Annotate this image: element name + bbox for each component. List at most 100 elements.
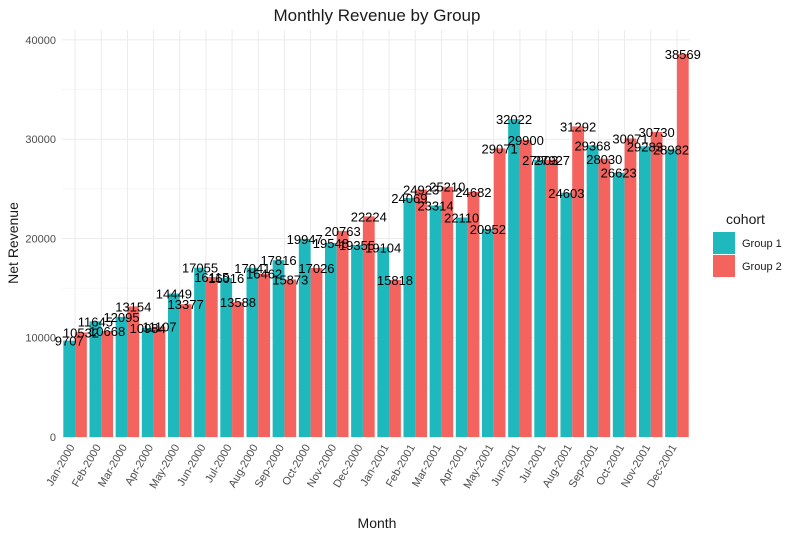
data-label: 10668 <box>89 324 125 339</box>
legend-key-group-2 <box>713 255 735 277</box>
bar-group-1-mar-2001 <box>429 205 442 437</box>
data-label: 16115 <box>194 270 229 285</box>
data-label: 17816 <box>260 253 296 268</box>
data-label: 19947 <box>287 232 323 247</box>
bar-group-1-feb-2000 <box>89 321 102 437</box>
bar-group-2-apr-2001 <box>467 191 480 437</box>
data-label: 29368 <box>574 138 610 153</box>
bar-group-1-jun-2001 <box>508 119 520 437</box>
data-label: 11645 <box>78 314 113 329</box>
bar-group-1-mar-2000 <box>115 316 128 437</box>
data-label: 29071 <box>482 141 518 156</box>
data-label: 24603 <box>548 186 584 201</box>
data-label: 20952 <box>470 222 506 237</box>
data-label-layer: 9707116451209510984144491705516016170411… <box>55 47 701 349</box>
data-label: 15818 <box>377 273 413 288</box>
bar-group-1-aug-2001 <box>560 192 573 437</box>
data-label: 10984 <box>130 321 166 336</box>
data-label: 22224 <box>351 209 387 224</box>
legend-label-group-2: Group 2 <box>742 261 782 273</box>
legend: cohort Group 1 Group 2 <box>713 211 782 277</box>
data-label: 13377 <box>168 297 204 312</box>
data-label: 14449 <box>156 287 192 302</box>
bar-group-2-sep-2000 <box>284 279 297 437</box>
bar-group-1-oct-2000 <box>298 238 311 437</box>
bar-group-2-oct-2001 <box>624 138 637 438</box>
bar-group-1-nov-2000 <box>324 242 337 437</box>
bar-group-2-jun-2001 <box>519 140 532 437</box>
y-tick-label: 40000 <box>25 35 56 47</box>
data-label: 16016 <box>208 271 244 286</box>
bar-group-1-aug-2000 <box>246 267 259 437</box>
bar-group-2-sep-2001 <box>598 158 611 437</box>
bar-group-2-apr-2000 <box>153 326 166 437</box>
bar-group-1-jun-2000 <box>194 267 206 437</box>
bar-group-2-aug-2000 <box>258 273 271 437</box>
bar-group-1-oct-2001 <box>612 172 625 437</box>
y-tick-label: 10000 <box>25 333 56 345</box>
data-label: 28030 <box>586 152 622 167</box>
bar-group-2-jan-2001 <box>389 279 401 437</box>
data-label: 17055 <box>182 261 218 276</box>
data-label: 31292 <box>560 119 596 134</box>
data-label: 19355 <box>339 238 375 253</box>
bar-group-1-apr-2001 <box>455 217 468 437</box>
data-label: 9707 <box>55 334 84 349</box>
bar-group-2-nov-2000 <box>336 230 349 437</box>
legend-key-group-1 <box>713 232 735 254</box>
bar-group-2-feb-2001 <box>415 189 428 437</box>
bar-group-2-nov-2001 <box>650 131 663 437</box>
bar-group-1-feb-2001 <box>403 198 416 437</box>
data-label: 13588 <box>220 295 256 310</box>
data-label: 29900 <box>508 133 544 148</box>
data-label: 15873 <box>272 272 308 287</box>
bar-group-2-may-2000 <box>179 304 192 437</box>
data-label: 10532 <box>63 325 99 340</box>
bar-group-1-nov-2001 <box>638 146 651 437</box>
legend-title: cohort <box>726 211 765 227</box>
bar-group-1-sep-2001 <box>586 145 599 437</box>
data-label: 24923 <box>403 183 439 198</box>
data-label: 20763 <box>325 224 361 239</box>
data-label: 24069 <box>391 191 427 206</box>
data-label: 11107 <box>142 320 176 335</box>
bar-group-2-aug-2001 <box>572 126 585 437</box>
bar-group-1-dec-2001 <box>665 149 677 437</box>
bar-group-1-apr-2000 <box>141 327 154 437</box>
bar-group-2-jun-2000 <box>205 277 218 437</box>
data-label: 26623 <box>601 166 637 181</box>
data-label: 30071 <box>612 131 648 146</box>
data-label: 13154 <box>115 299 151 314</box>
y-tick-label: 20000 <box>25 233 56 245</box>
bar-group-2-feb-2000 <box>101 331 114 437</box>
bar-group-2-jul-2001 <box>546 159 558 437</box>
bar-group-2-oct-2000 <box>310 267 323 437</box>
bar-group-1-jan-2000 <box>63 340 76 437</box>
bar-group-2-may-2001 <box>493 148 506 437</box>
y-tick-label: 0 <box>50 432 56 444</box>
bar-group-2-jan-2000 <box>75 332 87 437</box>
data-label: 28982 <box>653 142 689 157</box>
bar-group-1-may-2001 <box>481 229 494 437</box>
bar-group-1-dec-2000 <box>351 244 363 437</box>
data-label: 30730 <box>639 125 675 140</box>
bar-group-1-sep-2000 <box>272 260 285 437</box>
data-label: 12095 <box>103 310 139 325</box>
legend-label-group-1: Group 1 <box>742 238 782 250</box>
data-label: 38569 <box>665 47 701 62</box>
data-label: 27927 <box>534 153 570 168</box>
x-axis-title: Month <box>358 515 397 531</box>
y-axis-title: Net Revenue <box>5 202 21 284</box>
y-tick-label: 30000 <box>25 134 56 146</box>
data-label: 19104 <box>365 240 401 255</box>
bar-group-1-may-2000 <box>167 293 180 437</box>
chart-title: Monthly Revenue by Group <box>274 6 481 25</box>
data-label: 24682 <box>455 185 491 200</box>
data-label: 25210 <box>429 180 465 195</box>
data-label: 17026 <box>298 261 334 276</box>
data-label: 22110 <box>444 211 479 226</box>
data-label: 19548 <box>313 236 349 251</box>
bar-group-2-jul-2000 <box>232 302 244 437</box>
